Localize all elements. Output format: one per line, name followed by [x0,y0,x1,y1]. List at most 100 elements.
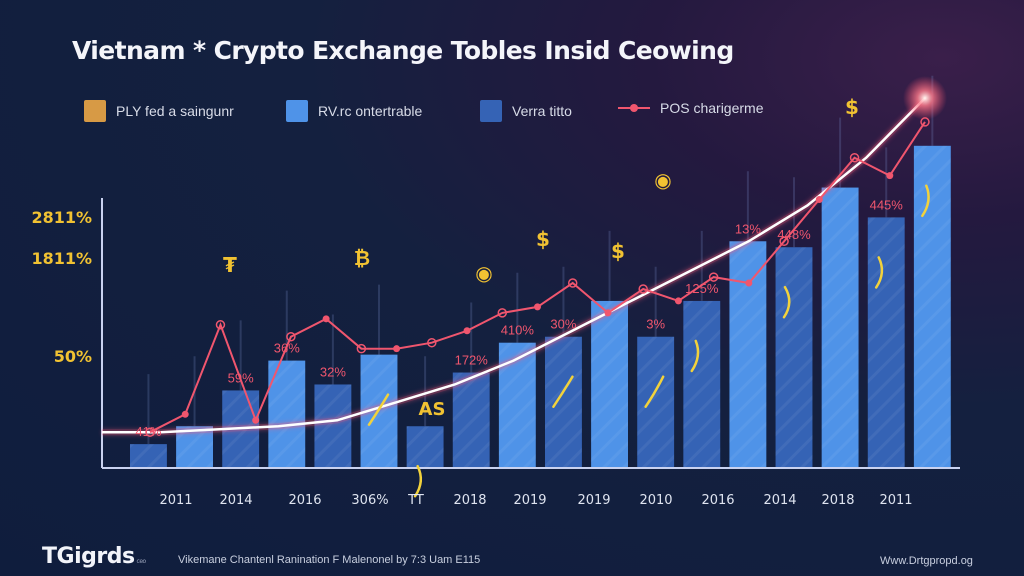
bar-texture [637,336,675,468]
legend-label: Verra titto [512,103,572,119]
legend-item-1[interactable]: PLY fed a saingunr [84,100,234,122]
series-point [463,327,471,335]
series-point [497,308,508,318]
legend-item-2[interactable]: RV.rc ontertrable [286,100,422,122]
dollar-sign-icon: $ [845,95,859,119]
trend-line [102,97,926,434]
legend-label: POS charigerme [660,100,764,116]
data-label: 13% [735,221,761,236]
data-label: 41% [135,424,161,439]
AS-icon: AS [419,399,446,420]
series-point [674,297,682,305]
series-point [427,337,437,348]
data-label: 30% [550,317,576,332]
x-tick-label: 306% [351,493,388,508]
legend-label: PLY fed a saingunr [116,103,234,119]
x-tick-label: 2016 [288,493,321,508]
annotation-stroke [690,339,700,373]
data-label: 32% [320,364,346,379]
annotation-stroke [782,285,791,319]
bar-texture [867,217,905,468]
coin-face-icon: ◉ [654,168,671,192]
series-point [779,236,789,247]
dollar-sign-icon: $ [611,239,625,263]
bar-texture [452,372,490,468]
x-tick-label: 2010 [639,493,672,508]
x-tick-label: 2018 [821,493,854,508]
series-point [393,345,401,353]
series-point [886,172,894,180]
dollar-sign-icon: $ [536,227,550,251]
series-point [567,278,578,288]
legend-swatch [286,100,308,122]
series-point [849,152,860,163]
data-label: 36% [274,341,300,356]
series-point [215,320,226,330]
x-tick-label: 2019 [577,493,610,508]
data-label: 410% [501,323,535,338]
bar-texture [775,247,813,468]
brand-logo: TGigrds ceo [42,544,146,569]
series-point [286,331,296,342]
series-point [708,272,719,282]
series-point [252,416,260,424]
bar-texture [683,300,721,468]
x-tick-label: TT [407,493,424,508]
bar-texture [821,187,859,469]
x-tick-label: 2014 [219,493,252,508]
legend-item-3[interactable]: Verra titto [480,100,572,122]
chart-title: Vietnam * Crypto Exchange Tobles Insid C… [72,36,734,65]
footer-caption: Vikemane Chantenl Ranination F Malenonel… [178,554,481,566]
annotation-stroke [552,375,574,408]
x-tick-label: 2014 [763,493,796,508]
series-point [534,303,541,311]
bitcoin-sign-icon: ₿ [354,246,370,270]
y-tick-label: 2811% [31,208,92,227]
series-point [322,315,330,323]
bar-texture [130,444,167,468]
y-tick-label: 50% [53,347,92,366]
annotation-stroke [644,375,665,408]
bar-texture [913,145,951,469]
bar-texture [268,360,306,468]
sparkle-highlight [903,76,947,121]
x-tick-label: 2019 [513,493,546,508]
brand-sub: ceo [136,558,147,565]
series-point [745,279,753,287]
bar-texture [729,241,767,468]
x-tick-label: 2011 [159,493,192,508]
data-label: 445% [870,197,904,212]
annotation-stroke [413,464,423,498]
rupee-sign-icon: ₮ [223,253,237,277]
bar-texture [406,426,444,468]
legend-swatch [480,100,502,122]
series-point [181,410,189,418]
series-point [815,196,823,203]
annotation-stroke [921,184,930,218]
x-tick-label: 2018 [453,493,486,508]
series-point [604,309,612,317]
series-point [356,343,367,354]
x-tick-label: 2016 [701,493,734,508]
data-label: 59% [228,370,254,385]
annotation-stroke [367,393,390,426]
legend-line-swatch [618,104,650,112]
data-label: 172% [455,353,489,368]
legend-label: RV.rc ontertrable [318,103,423,119]
series-point [145,427,155,437]
series-point [638,284,648,294]
data-label: 125% [685,281,719,296]
footer-url[interactable]: Www.Drtgpropd.og [880,555,973,567]
bar-texture [314,384,352,468]
legend-item-4[interactable]: POS charigerme [618,100,763,116]
data-label: 448% [777,227,811,242]
y-tick-label: 1811% [31,249,92,268]
bar-texture [545,336,582,468]
bar-texture [591,300,628,468]
brand-name: TGigrds [42,544,135,569]
x-tick-label: 2011 [879,493,912,508]
annotation-stroke [874,256,884,289]
legend-swatch [84,100,106,122]
coin-face-icon: ◉ [475,261,492,285]
